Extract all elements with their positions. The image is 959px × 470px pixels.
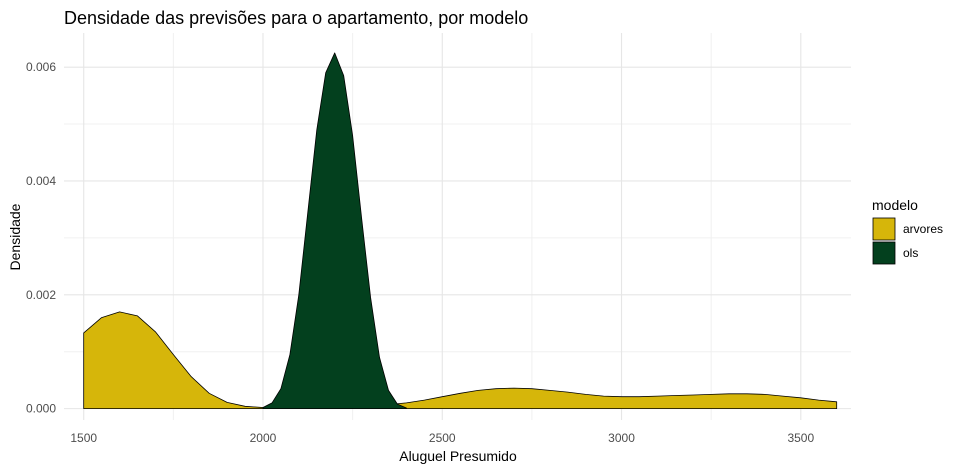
legend-key-ols [872, 241, 896, 265]
x-tick-layer: 1500 2000 2500 3000 3500 [70, 431, 814, 445]
x-tick-label: 2500 [429, 431, 456, 445]
legend: modelo arvores ols [872, 197, 943, 265]
density-area-ols [262, 52, 407, 409]
legend-items: arvores ols [872, 217, 943, 265]
chart-title: Densidade das previsões para o apartamen… [64, 8, 528, 28]
grid-layer [64, 33, 851, 420]
y-tick-layer: 0.000 0.002 0.004 0.006 [26, 60, 56, 415]
legend-key-arvores [872, 217, 896, 241]
x-tick-label: 3500 [787, 431, 814, 445]
legend-title: modelo [872, 197, 918, 213]
y-tick-label: 0.006 [26, 60, 56, 74]
y-tick-label: 0.000 [26, 402, 56, 416]
x-tick-label: 1500 [70, 431, 97, 445]
density-area-arvores [83, 311, 838, 409]
legend-label-arvores: arvores [903, 222, 943, 236]
y-axis-title: Densidade [7, 203, 23, 270]
legend-label-ols: ols [903, 246, 918, 260]
area-layer [83, 52, 838, 409]
x-axis-title: Aluguel Presumido [399, 448, 517, 464]
x-tick-label: 3000 [608, 431, 635, 445]
x-tick-label: 2000 [250, 431, 277, 445]
y-tick-label: 0.004 [26, 174, 56, 188]
y-tick-label: 0.002 [26, 288, 56, 302]
